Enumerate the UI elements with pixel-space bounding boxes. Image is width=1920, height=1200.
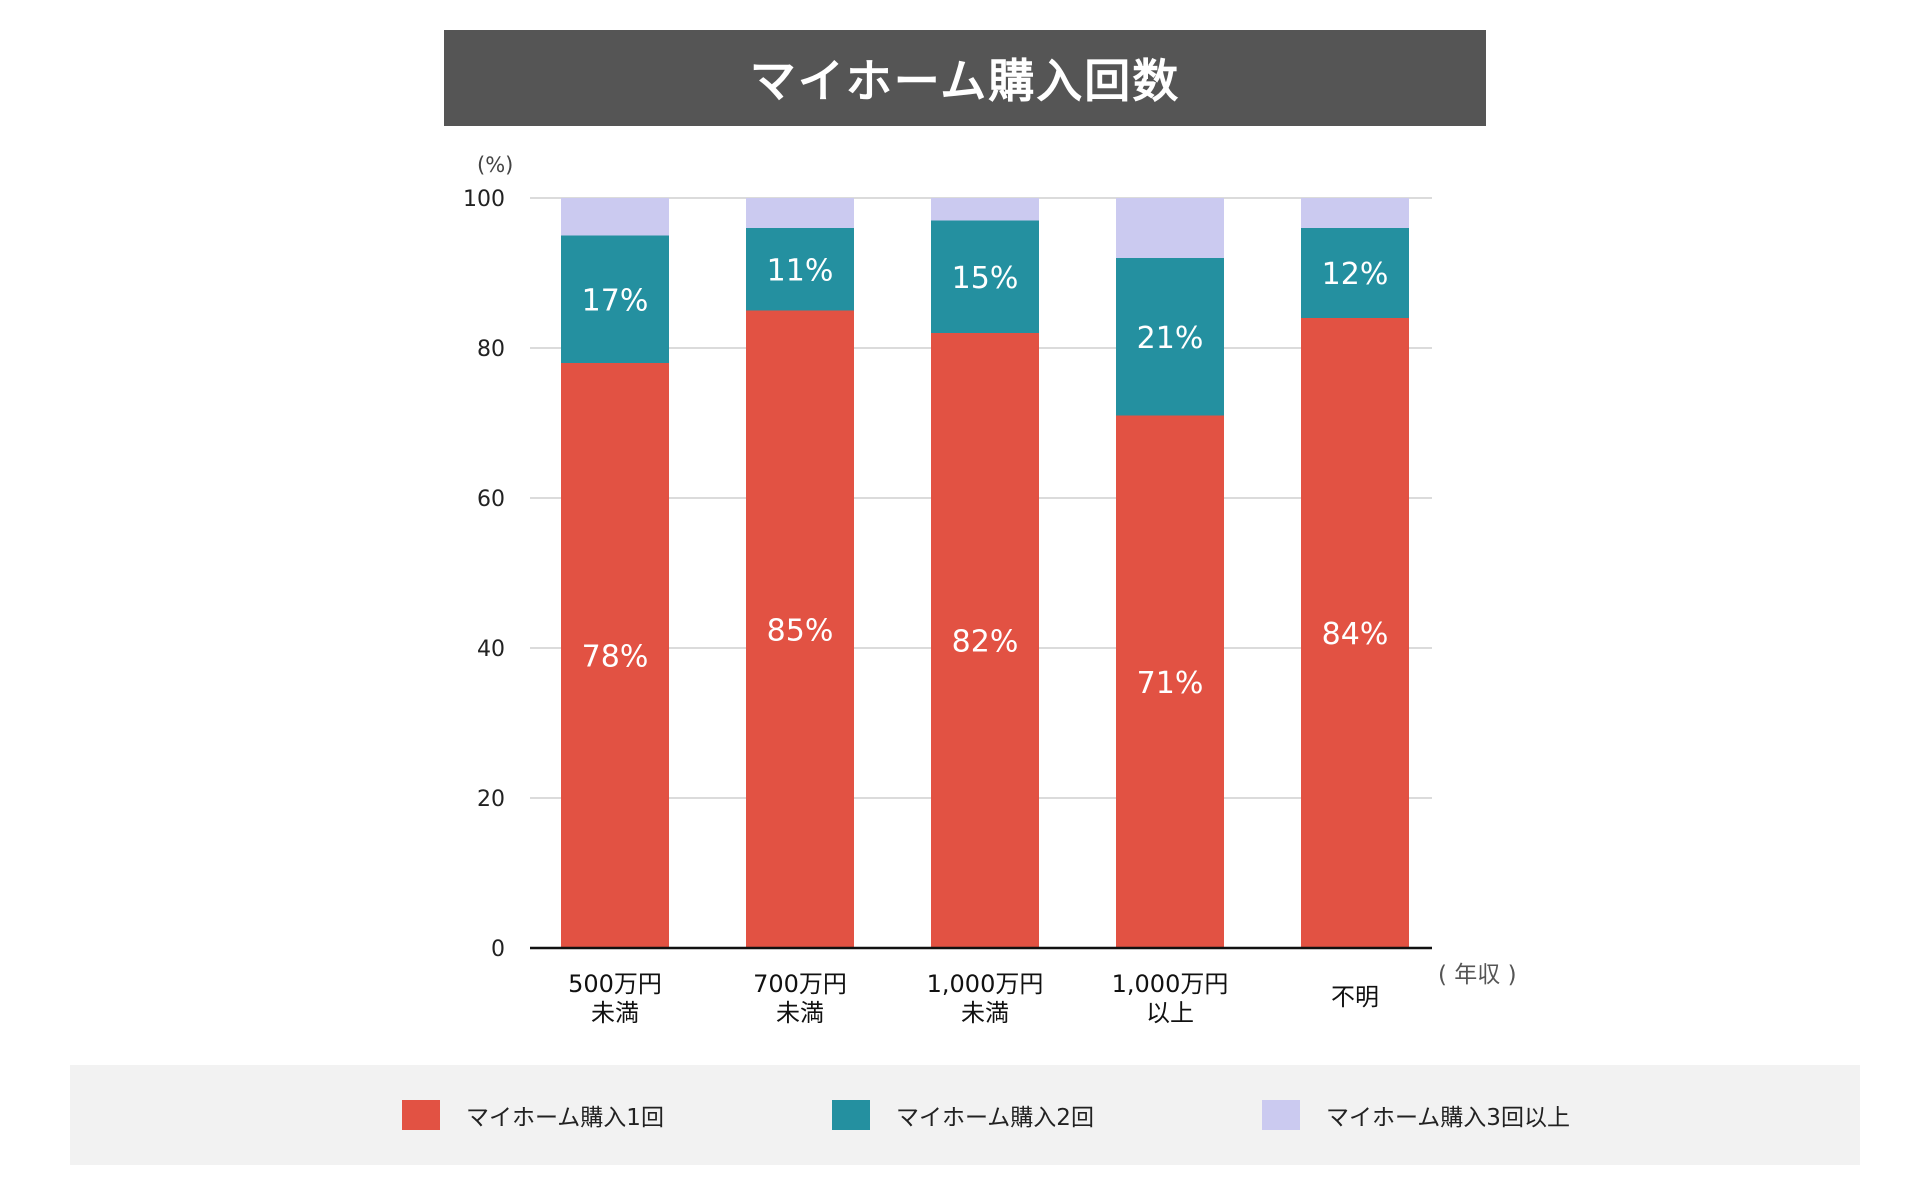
bar-series1-cat5 <box>1301 318 1409 948</box>
data-label-series1-cat2: 85% <box>767 613 834 648</box>
data-label-series1-cat1: 78% <box>582 640 649 675</box>
x-tick-label-1-line2: 未満 <box>591 999 639 1027</box>
legend-swatch-1 <box>402 1100 440 1130</box>
legend: マイホーム購入1回 マイホーム購入2回 マイホーム購入3回以上 <box>70 1065 1860 1165</box>
bar-series1-cat1 <box>561 363 669 948</box>
x-tick-label-2-line2: 未満 <box>776 999 824 1027</box>
bar-series2-cat1 <box>561 235 669 363</box>
bar-series3-cat3 <box>931 198 1039 221</box>
bar-series1-cat3 <box>931 333 1039 948</box>
bar-series1-cat2 <box>746 310 854 948</box>
data-label-series1-cat3: 82% <box>952 625 1019 660</box>
bar-series3-cat2 <box>746 198 854 228</box>
data-label-series2-cat1: 17% <box>582 283 649 318</box>
data-label-series1-cat5: 84% <box>1322 617 1389 652</box>
data-label-series2-cat5: 12% <box>1322 257 1389 292</box>
chart-title-banner: マイホーム購入回数 <box>444 30 1486 126</box>
x-tick-label-2-line1: 700万円 <box>753 970 847 998</box>
bar-series2-cat3 <box>931 220 1039 333</box>
bar-series2-cat4 <box>1116 258 1224 416</box>
bar-series3-cat5 <box>1301 198 1409 228</box>
chart-title: マイホーム購入回数 <box>749 54 1181 108</box>
legend-label-2: マイホーム購入2回 <box>896 1105 1094 1131</box>
legend-swatch-2 <box>832 1100 870 1130</box>
y-axis-unit-label: (%) <box>477 153 513 177</box>
x-tick-label-5-line1: 不明 <box>1331 983 1379 1011</box>
data-label-series1-cat4: 71% <box>1137 666 1204 701</box>
y-tick-label-0: 0 <box>491 937 505 962</box>
y-tick-label-60: 60 <box>477 487 505 512</box>
x-tick-label-4-line2: 以上 <box>1146 999 1194 1027</box>
legend-item-1: マイホーム購入1回 <box>402 1098 664 1132</box>
data-label-series2-cat3: 15% <box>952 261 1019 296</box>
legend-label-3: マイホーム購入3回以上 <box>1326 1105 1570 1131</box>
bar-series2-cat2 <box>746 228 854 311</box>
y-tick-label-100: 100 <box>463 187 505 212</box>
x-tick-label-1-line1: 500万円 <box>568 970 662 998</box>
bar-series3-cat1 <box>561 198 669 236</box>
y-tick-label-40: 40 <box>477 637 505 662</box>
x-tick-label-4-line1: 1,000万円 <box>1112 970 1229 998</box>
legend-item-3: マイホーム購入3回以上 <box>1262 1098 1570 1132</box>
legend-item-2: マイホーム購入2回 <box>832 1098 1094 1132</box>
x-axis-label: ( 年収 ) <box>1438 962 1517 988</box>
y-tick-label-20: 20 <box>477 787 505 812</box>
bar-series3-cat4 <box>1116 198 1224 258</box>
bar-series1-cat4 <box>1116 415 1224 948</box>
legend-swatch-3 <box>1262 1100 1300 1130</box>
stacked-bar-chart: 020406080100(%)78%17%500万円未満85%11%700万円未… <box>463 153 1517 1027</box>
y-tick-label-80: 80 <box>477 337 505 362</box>
bar-series2-cat5 <box>1301 228 1409 318</box>
data-label-series2-cat4: 21% <box>1137 321 1204 356</box>
x-tick-label-3-line2: 未満 <box>961 999 1009 1027</box>
legend-label-1: マイホーム購入1回 <box>466 1105 664 1131</box>
x-tick-label-3-line1: 1,000万円 <box>927 970 1044 998</box>
data-label-series2-cat2: 11% <box>767 253 834 288</box>
